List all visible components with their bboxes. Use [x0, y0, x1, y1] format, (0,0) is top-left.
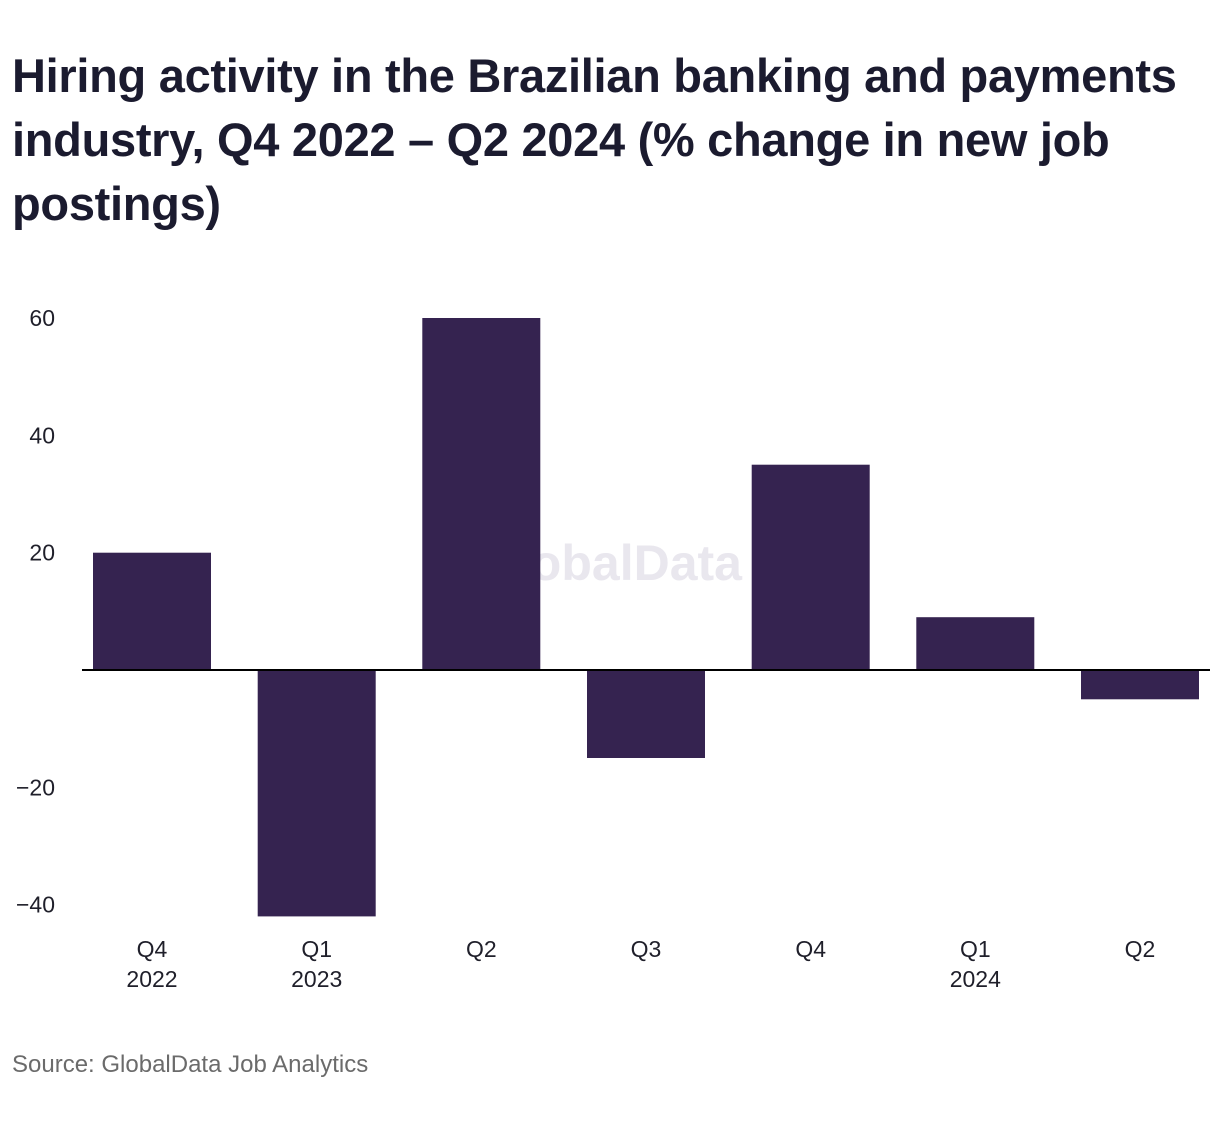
- y-tick-label: −20: [16, 774, 55, 800]
- bar-2: [422, 318, 541, 670]
- bar-6: [1081, 670, 1199, 700]
- x-tick-label: Q4: [795, 936, 826, 962]
- x-tick-label: Q1: [301, 936, 332, 962]
- x-tick-label: 2024: [950, 966, 1001, 992]
- y-tick-label: 60: [29, 305, 55, 331]
- y-tick-label: −40: [16, 892, 55, 918]
- y-tick-label: 20: [29, 540, 55, 566]
- bar-5: [916, 617, 1035, 670]
- bar-1: [257, 670, 376, 917]
- x-tick-label: Q4: [137, 936, 168, 962]
- bars: [93, 318, 1199, 917]
- source-note: Source: GlobalData Job Analytics: [12, 1051, 369, 1078]
- y-tick-label: 40: [29, 422, 55, 448]
- x-tick-label: Q3: [631, 936, 662, 962]
- bar-3: [587, 670, 705, 758]
- bar-4: [751, 464, 870, 670]
- y-axis-ticks: 60 40 20 −20 −40: [16, 305, 55, 918]
- x-tick-label: 2023: [291, 966, 342, 992]
- bar-0: [93, 552, 211, 670]
- x-axis-ticks: Q4 2022 Q1 2023 Q2 Q3 Q4 Q1 2024 Q2: [126, 936, 1155, 992]
- x-tick-label: Q2: [1125, 936, 1156, 962]
- x-tick-label: Q1: [960, 936, 991, 962]
- x-tick-label: 2022: [126, 966, 177, 992]
- chart-title: Hiring activity in the Brazilian banking…: [12, 49, 1177, 230]
- x-tick-label: Q2: [466, 936, 497, 962]
